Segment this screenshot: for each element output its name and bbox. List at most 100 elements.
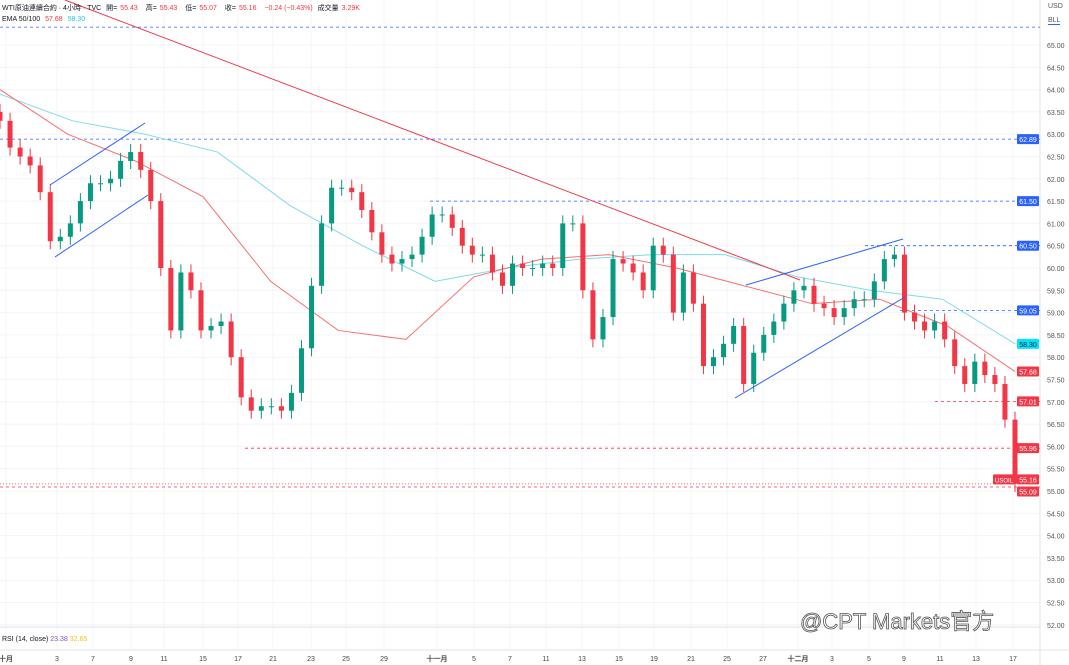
ema-label: EMA 50/100 (2, 16, 41, 23)
indicator-price-tag-text: 58.30 (1019, 342, 1037, 349)
candle (580, 215, 586, 299)
ema50-value: 57.68 (45, 16, 63, 23)
candle-body (791, 290, 797, 304)
candle-body (148, 169, 154, 202)
currency-label[interactable]: USD (1048, 3, 1063, 10)
candle-body (570, 223, 576, 225)
candle (87, 175, 93, 210)
y-tick-label: 64.50 (1047, 65, 1065, 72)
level-price-tag-text: 55.96 (1019, 446, 1037, 453)
rsi-legend[interactable]: RSI (14, close) 23.38 32.65 (2, 636, 87, 643)
candle (37, 157, 43, 201)
level-price-tag-text: 60.50 (1019, 244, 1037, 251)
candle-body (7, 120, 13, 148)
candle-body (690, 272, 696, 304)
candle-body (359, 192, 365, 211)
y-tick-label: 60.50 (1047, 244, 1065, 251)
level-price-tag: 55.96 (1017, 443, 1039, 454)
candle (811, 277, 817, 312)
candle-body (258, 406, 264, 411)
level-price-tag-text: 57.01 (1019, 399, 1037, 406)
candle (459, 219, 465, 254)
unit-label[interactable]: BLL (1048, 17, 1061, 25)
y-tick-label: 52.50 (1047, 601, 1065, 608)
candle-body (158, 201, 164, 268)
x-tick-label: 19 (650, 656, 658, 663)
candle-body (319, 223, 325, 286)
candle-body (128, 152, 134, 161)
candle-body (469, 245, 475, 255)
candle (409, 246, 415, 268)
ema50-line (0, 89, 1016, 372)
candle (891, 246, 897, 268)
candle-body (57, 236, 63, 242)
candle (369, 201, 375, 241)
candle (620, 251, 626, 272)
x-tick-label: 13 (972, 656, 980, 663)
candle (600, 309, 606, 348)
x-tick-label: 3 (55, 656, 59, 663)
candle-body (901, 254, 907, 313)
candle (560, 215, 566, 277)
candle-body (801, 285, 807, 291)
ema-legend[interactable]: EMA 50/100 57.68 58.30 (2, 14, 366, 25)
candle (47, 184, 53, 250)
y-tick-label: 56.50 (1047, 422, 1065, 429)
candle (97, 175, 103, 192)
candle-body (922, 321, 928, 331)
candle-body (87, 183, 93, 202)
candle (148, 161, 154, 210)
level-price-tag-bg (1017, 134, 1039, 145)
candle-body (952, 339, 958, 367)
candle (27, 148, 33, 174)
symbol-tag-bg (993, 474, 1015, 485)
candle-body (640, 272, 646, 291)
y-tick-label: 58.50 (1047, 333, 1065, 340)
candle-body (208, 325, 214, 331)
candle-body (761, 334, 767, 353)
candle (288, 384, 294, 419)
red-trendline (64, 0, 801, 281)
candle (339, 179, 345, 196)
candle (982, 353, 988, 384)
candle (57, 228, 63, 250)
candle (228, 313, 234, 366)
candle (399, 251, 405, 272)
indicator-price-tag: 55.16 (1017, 474, 1039, 485)
x-tick-label: 十二月 (788, 654, 809, 663)
candle-body (97, 183, 103, 185)
candle-body (881, 259, 887, 282)
candle-body (278, 406, 284, 411)
y-tick-label: 55.50 (1047, 467, 1065, 474)
y-tick-label: 56.00 (1047, 444, 1065, 451)
candle (831, 300, 837, 326)
candle-body (268, 406, 274, 408)
x-tick-label: 27 (759, 656, 767, 663)
symbol-title[interactable]: WTI原油連續合約 · 4小時 · TVC (2, 5, 102, 12)
y-tick-label: 52.00 (1047, 623, 1065, 630)
candle-body (1012, 419, 1018, 484)
y-tick-label: 63.50 (1047, 110, 1065, 117)
candle (771, 313, 777, 343)
candle-body (349, 187, 355, 193)
ema100-value: 58.30 (67, 16, 86, 23)
candle (590, 282, 596, 348)
candle (731, 317, 737, 352)
candle (530, 259, 536, 277)
open-label: 開= (106, 5, 118, 12)
candle-body (238, 357, 244, 398)
ohlc-high: 高= 55.43 (146, 5, 181, 12)
y-tick-label: 59.50 (1047, 288, 1065, 295)
candle-body (37, 165, 43, 193)
candle-body (912, 312, 918, 322)
indicator-price-tag-text: 55.16 (1019, 477, 1037, 484)
candle (258, 398, 264, 419)
candle (439, 206, 445, 223)
candle (922, 313, 928, 339)
candle-body (409, 254, 415, 260)
candle-body (610, 259, 616, 318)
candle (690, 264, 696, 312)
candle-body (248, 397, 254, 411)
indicator-price-tag-bg (1017, 366, 1039, 377)
